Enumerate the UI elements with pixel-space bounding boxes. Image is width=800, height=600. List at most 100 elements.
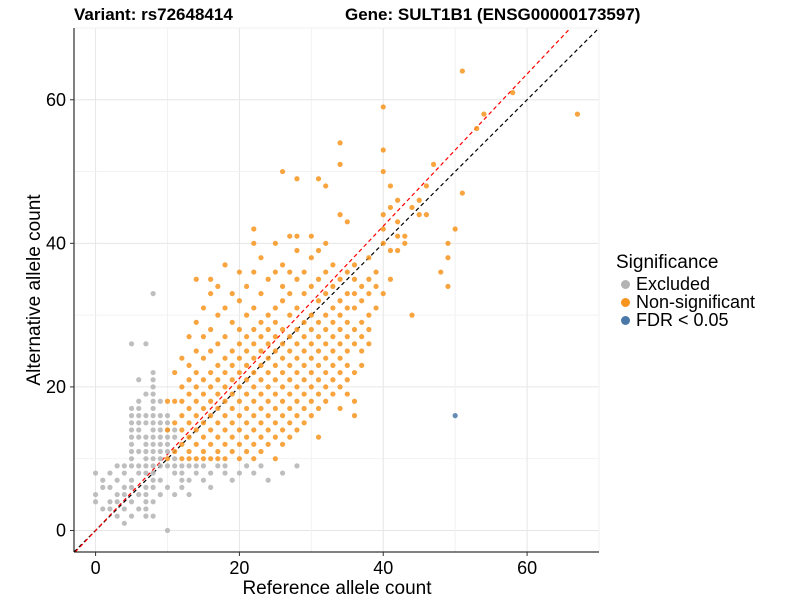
point-non-significant bbox=[359, 348, 365, 354]
point-non-significant bbox=[387, 276, 394, 282]
point-non-significant bbox=[308, 398, 314, 404]
point-non-significant bbox=[244, 348, 250, 354]
point-excluded bbox=[229, 477, 235, 483]
point-non-significant bbox=[359, 319, 365, 325]
point-non-significant bbox=[380, 104, 386, 110]
point-non-significant bbox=[294, 398, 300, 404]
point-excluded bbox=[236, 470, 243, 476]
point-non-significant bbox=[229, 377, 235, 383]
point-non-significant bbox=[315, 391, 322, 397]
point-excluded bbox=[143, 491, 149, 498]
point-non-significant bbox=[308, 283, 314, 290]
chart-title-variant: Variant: rs72648414 bbox=[74, 5, 233, 24]
point-excluded bbox=[150, 420, 156, 426]
point-non-significant bbox=[366, 312, 372, 318]
point-non-significant bbox=[236, 456, 243, 462]
point-non-significant bbox=[287, 362, 293, 368]
point-non-significant bbox=[164, 427, 171, 433]
point-non-significant bbox=[337, 140, 343, 146]
point-non-significant bbox=[344, 269, 350, 275]
point-non-significant bbox=[236, 298, 243, 304]
point-excluded bbox=[157, 413, 163, 419]
point-non-significant bbox=[222, 305, 228, 311]
point-non-significant bbox=[208, 326, 214, 333]
legend-item-non-significant: Non-significant bbox=[616, 292, 755, 312]
point-non-significant bbox=[323, 341, 329, 347]
point-excluded bbox=[128, 405, 135, 412]
point-non-significant bbox=[366, 341, 372, 347]
point-excluded bbox=[150, 398, 156, 404]
point-non-significant bbox=[265, 326, 271, 333]
point-non-significant bbox=[164, 398, 171, 404]
point-non-significant bbox=[287, 391, 293, 397]
point-non-significant bbox=[510, 90, 516, 96]
point-non-significant bbox=[452, 226, 458, 232]
point-non-significant bbox=[229, 362, 235, 368]
point-non-significant bbox=[265, 369, 271, 376]
point-excluded bbox=[128, 463, 135, 469]
point-non-significant bbox=[272, 240, 278, 246]
point-non-significant bbox=[229, 319, 235, 325]
point-non-significant bbox=[337, 355, 343, 361]
point-non-significant bbox=[272, 269, 278, 275]
point-non-significant bbox=[244, 312, 250, 318]
point-non-significant bbox=[179, 413, 185, 419]
legend-label-excluded: Excluded bbox=[636, 273, 711, 294]
point-non-significant bbox=[236, 269, 243, 275]
point-excluded bbox=[136, 448, 142, 455]
point-non-significant bbox=[344, 391, 350, 397]
point-non-significant bbox=[258, 290, 264, 297]
point-excluded bbox=[222, 463, 228, 469]
point-non-significant bbox=[351, 369, 358, 376]
point-non-significant bbox=[272, 305, 278, 311]
point-non-significant bbox=[294, 305, 300, 311]
point-excluded bbox=[200, 477, 207, 483]
point-non-significant bbox=[574, 111, 581, 117]
point-non-significant bbox=[258, 255, 264, 261]
point-non-significant bbox=[279, 369, 286, 376]
point-non-significant bbox=[208, 348, 214, 354]
point-non-significant bbox=[294, 384, 300, 390]
point-excluded bbox=[107, 506, 113, 512]
point-non-significant bbox=[337, 326, 343, 333]
point-excluded bbox=[114, 491, 120, 498]
point-non-significant bbox=[186, 362, 192, 368]
point-excluded bbox=[157, 477, 163, 483]
point-non-significant bbox=[279, 298, 286, 304]
point-excluded bbox=[179, 463, 185, 469]
point-excluded bbox=[100, 506, 106, 512]
point-non-significant bbox=[186, 391, 192, 397]
point-non-significant bbox=[301, 405, 307, 412]
point-non-significant bbox=[215, 448, 221, 455]
point-excluded bbox=[150, 499, 156, 505]
point-non-significant bbox=[359, 362, 365, 368]
point-non-significant bbox=[344, 319, 350, 325]
point-non-significant bbox=[229, 420, 235, 426]
point-excluded bbox=[128, 499, 135, 505]
point-non-significant bbox=[236, 398, 243, 404]
point-non-significant bbox=[308, 355, 314, 361]
point-excluded bbox=[294, 463, 300, 469]
legend-item-excluded: Excluded bbox=[616, 273, 755, 294]
point-non-significant bbox=[308, 384, 314, 390]
point-excluded bbox=[164, 441, 171, 447]
point-non-significant bbox=[272, 362, 278, 368]
legend-key-excluded bbox=[621, 279, 630, 289]
point-excluded bbox=[157, 420, 163, 426]
point-excluded bbox=[143, 420, 149, 426]
point-non-significant bbox=[301, 290, 307, 297]
point-non-significant bbox=[279, 341, 286, 347]
point-non-significant bbox=[193, 398, 199, 404]
point-non-significant bbox=[294, 233, 300, 239]
point-non-significant bbox=[208, 427, 214, 433]
y-tick-label: 40 bbox=[46, 233, 66, 253]
point-excluded bbox=[100, 477, 106, 483]
point-non-significant bbox=[244, 448, 250, 455]
point-non-significant bbox=[308, 413, 314, 419]
point-non-significant bbox=[208, 384, 214, 390]
point-non-significant bbox=[251, 413, 257, 419]
point-non-significant bbox=[294, 369, 300, 376]
point-non-significant bbox=[236, 355, 243, 361]
point-excluded bbox=[107, 499, 113, 505]
